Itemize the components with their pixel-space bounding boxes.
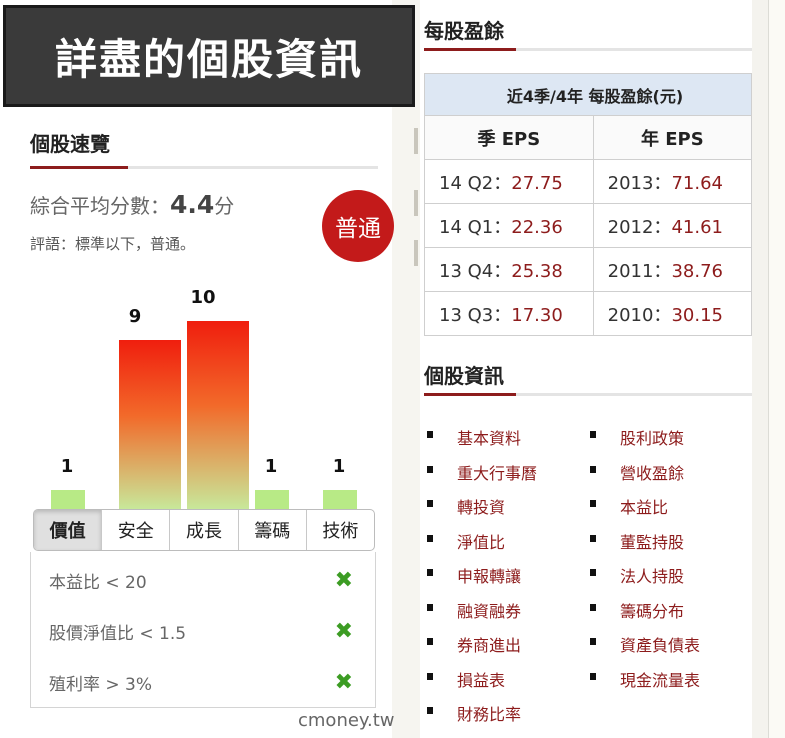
criteria-row: 本益比 < 20 ✖	[31, 560, 375, 600]
bullet-icon	[427, 672, 433, 680]
bar-value-label: 1	[332, 456, 346, 477]
score-bar	[187, 321, 249, 509]
info-link[interactable]: 法人持股	[590, 563, 684, 587]
overview-title-underline	[30, 166, 378, 169]
bullet-icon	[427, 465, 433, 473]
bullet-icon	[590, 672, 596, 680]
bullet-icon	[427, 638, 433, 645]
table-row: 14 Q1：22.36 2012：41.61	[424, 203, 753, 248]
eps-year-cell: 2011：38.76	[592, 247, 753, 292]
divider-mark	[414, 128, 418, 154]
info-link[interactable]: 重大行事曆	[427, 460, 537, 484]
divider-mark	[414, 240, 418, 266]
info-link[interactable]: 券商進出	[427, 632, 521, 656]
criteria-text: 股價淨值比 < 1.5	[49, 623, 187, 644]
info-link[interactable]: 轉投資	[427, 494, 505, 518]
bar-value-label: 1	[264, 456, 278, 477]
score-bar	[323, 490, 357, 509]
info-link[interactable]: 現金流量表	[590, 667, 700, 691]
average-score: 綜合平均分數：4.4分	[30, 190, 234, 219]
info-link[interactable]: 融資融券	[427, 598, 521, 622]
eps-title-underline	[424, 48, 752, 51]
score-bar	[51, 490, 85, 509]
criteria-text: 本益比 < 20	[49, 572, 147, 593]
rating-badge: 普通	[322, 190, 394, 262]
eps-header-year: 年 EPS	[592, 115, 753, 160]
info-link[interactable]: 本益比	[590, 494, 668, 518]
info-link[interactable]: 財務比率	[427, 701, 521, 725]
bar-value-label: 1	[60, 456, 74, 477]
criteria-row: 殖利率 > 3% ✖	[31, 662, 375, 702]
info-link[interactable]: 董監持股	[590, 529, 684, 553]
bullet-icon	[590, 431, 596, 438]
panel-divider	[392, 0, 420, 738]
eps-year-cell: 2013：71.64	[592, 159, 753, 204]
eps-table-caption: 近4季/4年 每股盈餘(元)	[424, 73, 752, 116]
cross-icon: ✖	[334, 669, 353, 695]
table-row: 14 Q2：27.75 2013：71.64	[424, 159, 753, 204]
page-edge	[768, 0, 785, 738]
eps-quarter-cell: 14 Q2：27.75	[424, 159, 594, 204]
info-link[interactable]: 資產負債表	[590, 632, 700, 656]
score-value: 4.4	[170, 190, 215, 219]
bullet-icon	[590, 569, 596, 576]
eps-quarter-cell: 13 Q4：25.38	[424, 247, 594, 292]
table-row: 13 Q3：17.30 2010：30.15	[424, 291, 753, 336]
bullet-icon	[427, 707, 433, 714]
tab-safety[interactable]: 安全	[102, 510, 171, 550]
cross-icon: ✖	[334, 618, 353, 644]
title-banner: 詳盡的個股資訊	[3, 5, 415, 107]
bar-value-label: 10	[190, 287, 216, 308]
eps-quarter-cell: 13 Q3：17.30	[424, 291, 594, 336]
eps-header-quarter: 季 EPS	[424, 115, 594, 160]
score-bar	[119, 340, 181, 509]
bullet-icon	[427, 500, 433, 507]
info-link[interactable]: 基本資料	[427, 425, 521, 449]
bullet-icon	[427, 569, 433, 576]
score-label: 綜合平均分數：	[30, 194, 170, 218]
eps-title: 每股盈餘	[424, 19, 504, 43]
bullet-icon	[427, 431, 433, 438]
tab-technical[interactable]: 技術	[322, 521, 359, 542]
tab-chips[interactable]: 籌碼	[239, 510, 307, 550]
score-unit: 分	[214, 194, 235, 218]
eps-year-cell: 2010：30.15	[592, 291, 753, 336]
info-link[interactable]: 股利政策	[590, 425, 684, 449]
info-link[interactable]: 營收盈餘	[590, 460, 684, 484]
eps-table: 近4季/4年 每股盈餘(元) 季 EPS 年 EPS 14 Q2：27.75 2…	[424, 73, 753, 336]
tab-value[interactable]: 價值	[34, 510, 103, 550]
bar-value-label: 9	[128, 306, 142, 327]
eps-year-cell: 2012：41.61	[592, 203, 753, 248]
bullet-icon	[590, 500, 596, 507]
watermark: cmoney.tw	[298, 710, 395, 731]
criteria-text: 殖利率 > 3%	[49, 674, 153, 695]
criteria-list: 本益比 < 20 ✖ 股價淨值比 < 1.5 ✖ 殖利率 > 3% ✖	[30, 552, 376, 708]
info-link[interactable]: 籌碼分布	[590, 598, 684, 622]
info-title: 個股資訊	[424, 364, 504, 388]
score-bar	[255, 490, 289, 509]
score-comment: 評語：標準以下，普通。	[30, 235, 196, 253]
overview-title: 個股速覽	[30, 132, 110, 156]
bullet-icon	[590, 638, 596, 645]
cross-icon: ✖	[334, 567, 353, 593]
bullet-icon	[427, 534, 433, 542]
bullet-icon	[590, 534, 596, 542]
eps-quarter-cell: 14 Q1：22.36	[424, 203, 594, 248]
info-link[interactable]: 損益表	[427, 667, 505, 691]
divider-mark	[414, 190, 418, 216]
bullet-icon	[427, 603, 433, 611]
tab-growth[interactable]: 成長	[170, 510, 239, 550]
bullet-icon	[590, 603, 596, 611]
criteria-row: 股價淨值比 < 1.5 ✖	[31, 611, 375, 651]
info-link[interactable]: 淨值比	[427, 529, 505, 553]
info-link[interactable]: 申報轉讓	[427, 563, 521, 587]
info-title-underline	[424, 393, 752, 396]
table-row: 13 Q4：25.38 2011：38.76	[424, 247, 753, 292]
bullet-icon	[590, 465, 596, 473]
banner-title: 詳盡的個股資訊	[54, 34, 363, 84]
category-tabs: 價值 安全 成長 籌碼 技術	[33, 509, 375, 551]
